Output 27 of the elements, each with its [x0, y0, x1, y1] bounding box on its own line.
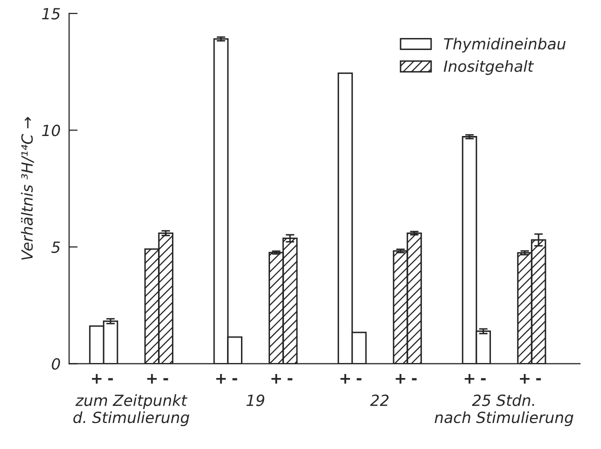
x-tick-label: +: [271, 374, 281, 384]
x-tick-label: -: [108, 378, 113, 380]
x-tick-label: -: [163, 378, 168, 380]
x-tick-label: +: [396, 374, 406, 384]
y-axis-title: Verhältnis ³H/¹⁴C →: [21, 117, 34, 260]
x-tick-label: +: [464, 374, 474, 384]
text: zum Zeitpunkt d. Stimulierung: [73, 394, 190, 426]
legend-label: Inositgehalt: [444, 60, 534, 75]
legend-label: Thymidineinbau: [444, 38, 566, 53]
y-tick-label: 5: [51, 242, 60, 253]
x-tick-label: +: [92, 374, 102, 384]
y-tick-label: 15: [42, 8, 60, 20]
x-tick-label: +: [520, 374, 530, 384]
text: 25 Stdn. nach Stimulierung: [434, 394, 574, 426]
x-tick-label: -: [412, 378, 417, 380]
y-tick-label: 0: [52, 358, 60, 370]
x-tick-label: +: [340, 374, 350, 384]
x-tick-label: +: [147, 374, 157, 384]
x-tick-label: -: [356, 378, 362, 380]
y-tick-label: 10: [42, 124, 60, 136]
text: 19: [246, 394, 264, 406]
x-tick-label: -: [536, 378, 541, 380]
x-tick-label: -: [232, 378, 238, 380]
text: 22: [370, 394, 389, 406]
x-tick-label: +: [216, 374, 226, 384]
x-tick-label: -: [288, 378, 292, 380]
x-tick-label: -: [480, 378, 486, 380]
